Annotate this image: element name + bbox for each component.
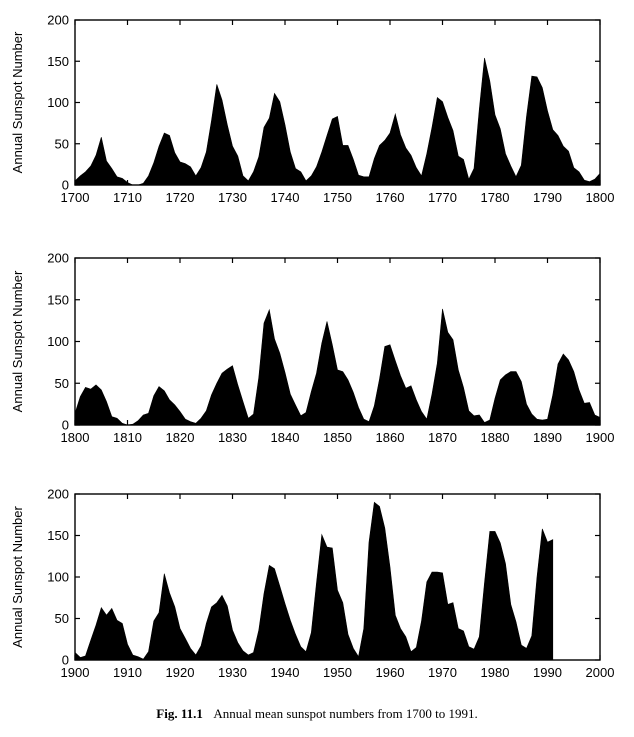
- x-tick-label: 1770: [428, 190, 457, 205]
- x-tick-label: 1810: [113, 430, 142, 445]
- x-tick-label: 1860: [376, 430, 405, 445]
- figure-canvas: 1700 1710 1720 1730 1740 1750 1760 1770 1780 1790…: [10, 13, 614, 681]
- x-tick-label: 1950: [323, 665, 352, 680]
- x-tick-label: 1960: [376, 665, 405, 680]
- y-tick-label: 50: [55, 136, 69, 151]
- x-tick-label: 1840: [271, 430, 300, 445]
- x-tick-label: 1820: [166, 430, 195, 445]
- y-axis-label: Annual Sunspot Number: [10, 31, 25, 173]
- sunspot-area: [74, 57, 601, 186]
- x-tick-label: 1940: [271, 665, 300, 680]
- x-tick-label: 1890: [533, 430, 562, 445]
- x-tick-label: 1900: [61, 665, 90, 680]
- x-tick-label: 1800: [586, 190, 615, 205]
- sunspot-area: [74, 501, 554, 661]
- x-tick-label: 1700: [61, 190, 90, 205]
- x-tick-label: 1710: [113, 190, 142, 205]
- x-tick-label: 2000: [586, 665, 615, 680]
- x-tick-label: 1850: [323, 430, 352, 445]
- x-tick-label: 1730: [218, 190, 247, 205]
- x-tick-label: 1720: [166, 190, 195, 205]
- x-tick-label: 1750: [323, 190, 352, 205]
- x-tick-label: 1800: [61, 430, 90, 445]
- x-tick-label: 1900: [586, 430, 615, 445]
- x-tick-label: 1920: [166, 665, 195, 680]
- x-tick-label: 1980: [481, 665, 510, 680]
- y-tick-label: 200: [47, 251, 69, 266]
- y-tick-label: 50: [55, 611, 69, 626]
- y-tick-label: 200: [47, 487, 69, 502]
- x-tick-label: 1790: [533, 190, 562, 205]
- y-tick-label: 50: [55, 376, 69, 391]
- caption-text: Annual mean sunspot numbers from 1700 to…: [213, 706, 478, 721]
- y-tick-label: 150: [47, 292, 69, 307]
- x-tick-label: 1970: [428, 665, 457, 680]
- y-axis-label: Annual Sunspot Number: [10, 270, 25, 412]
- panel-3: 1900 1910 1920 1930 1940 1950 1960 1970 1980 1990…: [10, 487, 614, 681]
- y-tick-label: 0: [62, 178, 69, 193]
- y-tick-label: 200: [47, 13, 69, 28]
- y-tick-label: 100: [47, 334, 69, 349]
- figure-caption: Fig. 11.1 Annual mean sunspot numbers fr…: [0, 706, 634, 722]
- caption-label: Fig. 11.1: [156, 706, 203, 721]
- x-tick-label: 1760: [376, 190, 405, 205]
- y-tick-label: 0: [62, 418, 69, 433]
- sunspot-panels: 1700 1710 1720 1730 1740 1750 1760 1770 1780 1790…: [10, 13, 614, 681]
- y-tick-label: 0: [62, 653, 69, 668]
- panel-2: 1800 1810 1820 1830 1840 1850 1860 1870 1880 1890…: [10, 251, 614, 446]
- y-tick-label: 150: [47, 54, 69, 69]
- y-axis-label: Annual Sunspot Number: [10, 506, 25, 648]
- x-tick-label: 1740: [271, 190, 300, 205]
- x-tick-label: 1830: [218, 430, 247, 445]
- x-tick-label: 1990: [533, 665, 562, 680]
- x-tick-label: 1780: [481, 190, 510, 205]
- y-tick-label: 100: [47, 95, 69, 110]
- y-tick-label: 100: [47, 570, 69, 585]
- x-tick-label: 1870: [428, 430, 457, 445]
- x-tick-label: 1910: [113, 665, 142, 680]
- y-tick-label: 150: [47, 528, 69, 543]
- sunspot-area: [74, 308, 601, 426]
- x-tick-label: 1930: [218, 665, 247, 680]
- panel-1: 1700 1710 1720 1730 1740 1750 1760 1770 1780 1790…: [10, 13, 614, 206]
- x-tick-label: 1880: [481, 430, 510, 445]
